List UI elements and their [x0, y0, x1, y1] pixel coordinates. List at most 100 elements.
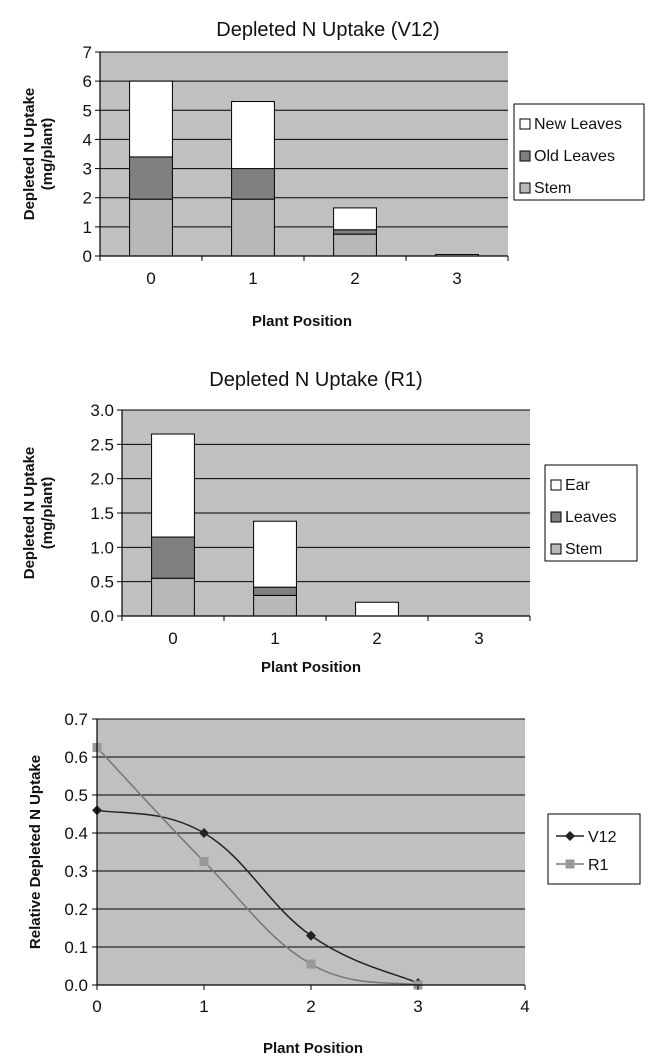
bar-stem-2: [333, 233, 377, 257]
x-tick-label: 0: [92, 997, 101, 1016]
y-tick-label: 2.0: [90, 470, 114, 489]
x-tick-label: 2: [306, 997, 315, 1016]
chart-r1: Depleted N Uptake (R1) 0.0 0.5 1.0 1.5 2.0 2.…: [21, 369, 638, 676]
bar-ear-1: [253, 520, 297, 588]
chart-r1-bars: [151, 433, 399, 617]
point-r1-1: [199, 857, 209, 866]
chart-v12-ylabel: Depleted N Uptake: [21, 88, 38, 221]
legend-swatch-leaves: [550, 511, 562, 523]
chart-relative-xlabel: Plant Position: [263, 1040, 363, 1057]
y-tick-label: 0.0: [90, 607, 114, 626]
chart-r1-ylabel: Depleted N Uptake: [21, 447, 38, 580]
bar-stem-1: [231, 198, 275, 257]
legend-label-old-leaves: Old Leaves: [534, 148, 615, 165]
point-v12-1: [199, 828, 209, 838]
bar-stem-0: [129, 198, 173, 257]
point-r1-2: [306, 959, 316, 969]
x-tick-label: 0: [168, 629, 177, 648]
y-tick-label: 3.0: [90, 401, 114, 420]
y-tick-label: 0.6: [64, 748, 88, 767]
chart-r1-ylabel-unit: (mg/plant): [39, 477, 56, 550]
legend-label-leaves: Leaves: [565, 509, 617, 526]
bar-old-leaves-1: [231, 168, 275, 200]
legend-label-ear: Ear: [565, 477, 591, 494]
chart-relative-plot-area: [97, 719, 525, 985]
y-tick-label: 0.5: [90, 573, 114, 592]
legend-marker-r1: [565, 859, 575, 869]
legend-swatch-new-leaves: [519, 118, 531, 130]
chart-relative-axes: [92, 718, 526, 990]
x-tick-label: 1: [270, 629, 279, 648]
chart-relative-ylabel: Relative Depleted N Uptake: [27, 755, 44, 949]
bar-leaves-0: [151, 536, 195, 579]
x-tick-label: 2: [350, 269, 359, 288]
bar-ear-0: [151, 433, 195, 538]
y-tick-label: 0.1: [64, 938, 88, 957]
chart-relative-gridlines: [97, 718, 525, 948]
chart-v12-xlabel: Plant Position: [252, 313, 352, 330]
legend-swatch-stem: [519, 182, 531, 194]
y-tick-label: 3: [83, 160, 92, 179]
y-tick-label: 6: [83, 72, 92, 91]
y-tick-label: 2: [83, 189, 92, 208]
bar-new-leaves-2: [333, 207, 377, 231]
bar-leaves-1: [253, 586, 297, 596]
chart-relative: 0.0 0.1 0.2 0.3 0.4 0.5 0.6 0.7 0 1 2 3 4 Relative D…: [27, 710, 641, 1057]
chart-v12-legend-box: [513, 103, 645, 201]
chart-r1-legend: Ear Leaves Stem: [544, 464, 638, 562]
x-tick-label: 3: [452, 269, 461, 288]
legend-swatch-stem: [550, 543, 562, 555]
y-tick-label: 1: [83, 218, 92, 237]
bar-old-leaves-2: [333, 229, 377, 235]
chart-relative-legend: V12 R1: [547, 813, 641, 885]
chart-r1-title: Depleted N Uptake (R1): [209, 369, 422, 391]
x-tick-label: 1: [248, 269, 257, 288]
y-tick-label: 0.4: [64, 824, 88, 843]
y-tick-label: 5: [83, 101, 92, 120]
y-tick-label: 0: [83, 247, 92, 266]
legend-label-r1: R1: [588, 857, 609, 874]
bar-old-leaves-0: [129, 156, 173, 200]
chart-r1-tick-labels: 0.0 0.5 1.0 1.5 2.0 2.5 3.0 0 1 2 3: [90, 401, 483, 648]
y-tick-label: 2.5: [90, 435, 114, 454]
y-tick-label: 0.3: [64, 862, 88, 881]
chart-relative-legend-box: [547, 813, 641, 885]
bar-new-leaves-1: [231, 101, 275, 170]
legend-label-new-leaves: New Leaves: [534, 116, 622, 133]
bar-ear-2: [355, 601, 399, 617]
x-tick-label: 1: [199, 997, 208, 1016]
y-tick-label: 0.2: [64, 900, 88, 919]
legend-label-stem: Stem: [534, 180, 571, 197]
point-v12-2: [306, 930, 316, 941]
y-tick-label: 0.7: [64, 710, 88, 729]
y-tick-label: 7: [83, 43, 92, 62]
y-tick-label: 0.0: [64, 976, 88, 995]
legend-label-stem: Stem: [565, 541, 602, 558]
bar-stem-0: [151, 577, 195, 617]
chart-v12-axes: [95, 51, 509, 261]
chart-r1-xlabel: Plant Position: [261, 659, 361, 676]
y-tick-label: 1.0: [90, 538, 114, 557]
legend-swatch-old-leaves: [519, 150, 531, 162]
chart-relative-tick-labels: 0.0 0.1 0.2 0.3 0.4 0.5 0.6 0.7 0 1 2 3 4: [64, 710, 529, 1016]
x-tick-label: 3: [474, 629, 483, 648]
legend-swatch-ear: [550, 479, 562, 491]
chart-v12-bars: [129, 80, 479, 257]
x-tick-label: 3: [413, 997, 422, 1016]
chart-v12-title: Depleted N Uptake (V12): [216, 19, 439, 41]
series-line-v12: [96, 809, 419, 984]
legend-label-v12: V12: [588, 829, 617, 846]
series-line-r1: [96, 746, 419, 986]
y-tick-label: 0.5: [64, 786, 88, 805]
x-tick-label: 0: [146, 269, 155, 288]
y-tick-label: 4: [83, 130, 92, 149]
chart-v12: Depleted N Uptake (V12) 0 1 2 3 4 5 6 7 0 1 2 3 Dep…: [21, 19, 645, 330]
bar-new-leaves-0: [129, 80, 173, 158]
bar-stem-1: [253, 594, 297, 617]
chart-v12-tick-labels: 0 1 2 3 4 5 6 7 0 1 2 3: [83, 43, 462, 288]
chart-v12-legend: New Leaves Old Leaves Stem: [513, 103, 645, 201]
legend-marker-v12: [565, 831, 575, 841]
x-tick-label: 2: [372, 629, 381, 648]
chart-v12-ylabel-unit: (mg/plant): [39, 118, 56, 191]
